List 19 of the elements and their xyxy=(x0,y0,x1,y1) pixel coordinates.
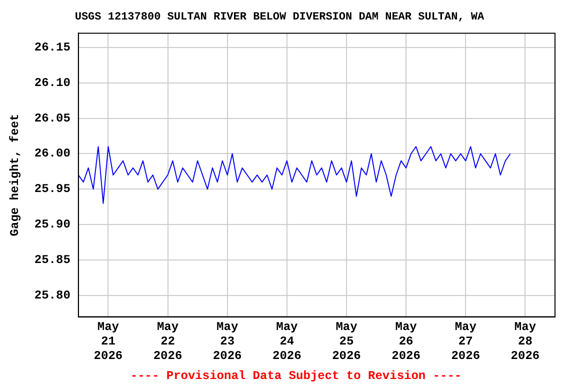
x-tick-label: May 26 2026 xyxy=(392,320,420,363)
x-tick-label: May 24 2026 xyxy=(272,320,302,363)
y-axis-title: Gage height, feet xyxy=(8,114,22,236)
x-tick-label: May 23 2026 xyxy=(212,320,242,363)
x-tick-label: May 21 2026 xyxy=(94,320,123,363)
y-tick-label: 25.85 xyxy=(34,253,70,268)
y-tick-label: 26.15 xyxy=(34,40,70,54)
text: ---- Provisional Data Subject to Revision ---- xyxy=(130,369,462,384)
y-tick-label: 26.05 xyxy=(34,111,70,126)
y-tick-label: 25.80 xyxy=(34,288,70,303)
x-tick-label: May 28 2026 xyxy=(510,320,540,363)
y-tick-label: 26.10 xyxy=(34,76,70,90)
y-tick-label: 25.90 xyxy=(34,218,70,232)
x-tick-label: May 22 2026 xyxy=(153,320,182,363)
chart-title: USGS 12137800 SULTAN RIVER BELOW DIVERSION DAM NEAR SULTAN, WA xyxy=(74,11,485,24)
x-tick-label: May 25 2026 xyxy=(332,320,361,363)
x-tick-label: May 27 2026 xyxy=(451,320,480,363)
y-tick-label: 26.00 xyxy=(34,146,70,161)
y-tick-label: 25.95 xyxy=(34,182,70,196)
